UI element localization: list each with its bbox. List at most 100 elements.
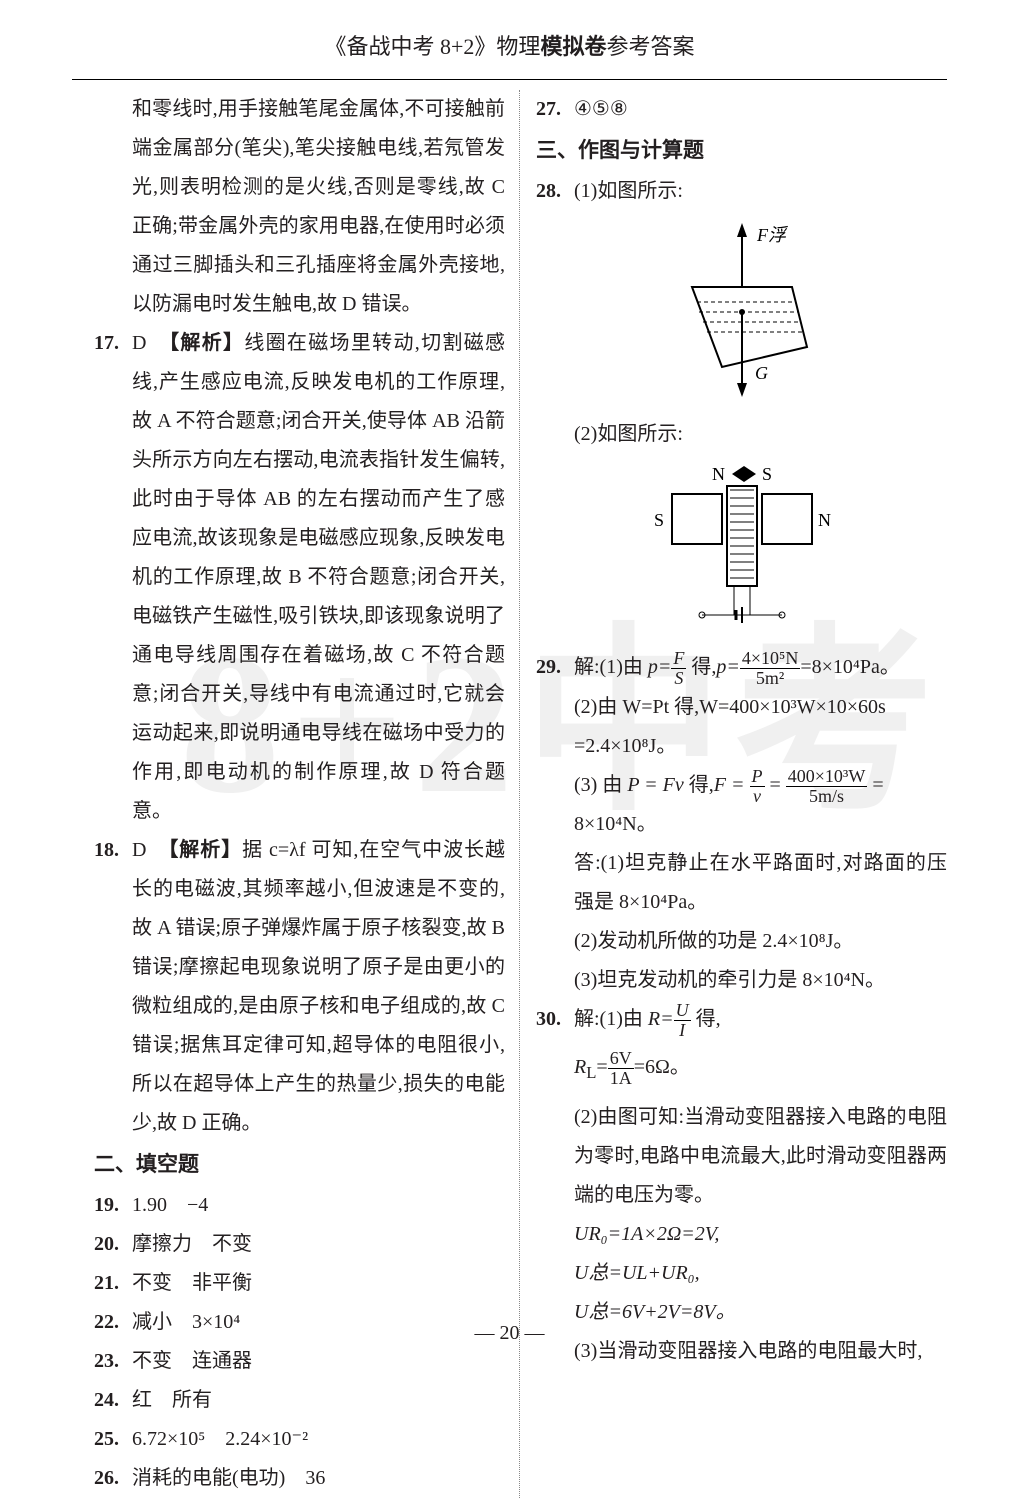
question-28: 28. (1)如图所示: bbox=[536, 172, 947, 211]
q30-body: 解:(1)由 R=UI 得, bbox=[574, 1000, 947, 1040]
q24-text: 红 所有 bbox=[132, 1381, 212, 1420]
q30-l1a: 解:(1)由 bbox=[574, 1008, 648, 1030]
q28-p2: (2)如图所示: bbox=[536, 415, 947, 454]
q29-body: 解:(1)由 p=FS 得,p=4×10⁵N5m²=8×10⁴Pa。 bbox=[574, 648, 947, 688]
q26-num: 26. bbox=[94, 1459, 132, 1498]
q29-l4a: (3) 由 bbox=[574, 774, 627, 796]
q30-rd: I bbox=[674, 1021, 691, 1040]
q29-pd: S bbox=[671, 669, 686, 688]
q18-number: 18. bbox=[94, 831, 132, 1143]
q30-rln: 6V bbox=[608, 1049, 634, 1069]
q20-num: 20. bbox=[94, 1225, 132, 1264]
q29-fd: v bbox=[750, 787, 765, 806]
q17-number: 17. bbox=[94, 324, 132, 831]
q30-rn: U bbox=[674, 1001, 691, 1021]
fig2-n1: N bbox=[712, 464, 725, 484]
header-bold: 模拟卷 bbox=[540, 34, 606, 59]
q29-pvd: 5m² bbox=[740, 669, 800, 688]
question-27: 27.④⑤⑧ bbox=[536, 90, 947, 129]
f-label: F浮 bbox=[756, 225, 789, 245]
question-18: 18. D 【解析】据 c=λf 可知,在空气中波长越长的电磁波,其频率越小,但… bbox=[94, 831, 505, 1143]
g-label: G bbox=[755, 363, 768, 383]
q29-fn: P bbox=[750, 767, 765, 787]
q29-pn: F bbox=[671, 649, 686, 669]
q25-num: 25. bbox=[94, 1420, 132, 1459]
q17-answer: D bbox=[132, 332, 146, 354]
q29-num: 29. bbox=[536, 648, 574, 688]
q30-num: 30. bbox=[536, 1000, 574, 1040]
q25-text: 6.72×10⁵ 2.24×10⁻² bbox=[132, 1420, 308, 1459]
header-post: 参考答案 bbox=[606, 34, 694, 59]
question-29: 29. 解:(1)由 p=FS 得,p=4×10⁵N5m²=8×10⁴Pa。 bbox=[536, 648, 947, 688]
q30-rld: 1A bbox=[608, 1069, 634, 1088]
section-2-heading: 二、填空题 bbox=[94, 1145, 505, 1186]
q29-a1: 答:(1)坦克静止在水平路面时,对路面的压强是 8×10⁴Pa。 bbox=[536, 844, 947, 922]
q22-text: 减小 3×10⁴ bbox=[132, 1303, 240, 1342]
header-rule bbox=[72, 79, 947, 80]
fill-20: 20.摩擦力 不变 bbox=[94, 1225, 505, 1264]
q21-text: 不变 非平衡 bbox=[132, 1264, 252, 1303]
section-3-heading: 三、作图与计算题 bbox=[536, 131, 947, 172]
q18-body: D 【解析】据 c=λf 可知,在空气中波长越长的电磁波,其频率越小,但波速是不… bbox=[132, 831, 505, 1143]
q28-p1: (1)如图所示: bbox=[574, 172, 683, 211]
q27-num: 27. bbox=[536, 90, 574, 129]
q29-fv: P = Fv bbox=[627, 774, 683, 796]
q30-l4t: UR₀=1A×2Ω=2V, bbox=[574, 1223, 719, 1245]
q29-l1a: 解:(1)由 bbox=[574, 656, 648, 678]
q26-text: 消耗的电能(电功) 36 bbox=[132, 1459, 325, 1498]
fig2-n2: N bbox=[818, 510, 831, 530]
fill-23: 23.不变 连通器 bbox=[94, 1342, 505, 1381]
q30-l7: (3)当滑动变阻器接入电路的电阻最大时, bbox=[536, 1332, 947, 1371]
q23-num: 23. bbox=[94, 1342, 132, 1381]
q18-answer: D bbox=[132, 839, 146, 861]
q30-l5t: U总=UL+UR₀, bbox=[574, 1262, 700, 1284]
figure-28-1: F浮 G bbox=[647, 217, 837, 407]
q29-fvn: 400×10³W bbox=[786, 767, 868, 787]
q29-a2: (2)发动机所做的功是 2.4×10⁸J。 bbox=[536, 922, 947, 961]
right-column: 27.④⑤⑧ 三、作图与计算题 28. (1)如图所示: F浮 G (2)如图所… bbox=[520, 90, 947, 1498]
q19-text: 1.90 −4 bbox=[132, 1186, 208, 1225]
fill-25: 25.6.72×10⁵ 2.24×10⁻² bbox=[94, 1420, 505, 1459]
q21-num: 21. bbox=[94, 1264, 132, 1303]
q30-l2: RL=6V1A=6Ω。 bbox=[536, 1048, 947, 1090]
q29-l1c: =8×10⁴Pa。 bbox=[800, 656, 900, 678]
q27-text: ④⑤⑧ bbox=[574, 90, 628, 129]
q30-l1b: 得, bbox=[691, 1008, 721, 1030]
question-30: 30. 解:(1)由 R=UI 得, bbox=[536, 1000, 947, 1040]
q29-l4b: 得, bbox=[684, 774, 714, 796]
fill-19: 19.1.90 −4 bbox=[94, 1186, 505, 1225]
intro-continuation: 和零线时,用手接触笔尾金属体,不可接触前端金属部分(笔尖),笔尖接触电线,若氖管… bbox=[94, 90, 505, 324]
q29-l4c: = bbox=[867, 774, 883, 796]
q30-l3: (2)由图可知:当滑动变阻器接入电路的电阻为零时,电路中电流最大,此时滑动变阻器… bbox=[536, 1098, 947, 1215]
q24-num: 24. bbox=[94, 1381, 132, 1420]
page-header: 《备战中考 8+2》物理模拟卷参考答案 bbox=[0, 0, 1019, 79]
fill-26: 26.消耗的电能(电功) 36 bbox=[94, 1459, 505, 1498]
q29-a3: (3)坦克发动机的牵引力是 8×10⁴N。 bbox=[536, 961, 947, 1000]
question-17: 17. D 【解析】线圈在磁场里转动,切割磁感线,产生感应电流,反映发电机的工作… bbox=[94, 324, 505, 831]
q23-text: 不变 连通器 bbox=[132, 1342, 252, 1381]
fill-24: 24.红 所有 bbox=[94, 1381, 505, 1420]
q29-l1b: 得, bbox=[686, 656, 716, 678]
q30-l6t: U总=6V+2V=8V。 bbox=[574, 1301, 736, 1323]
fig2-s1: S bbox=[762, 464, 772, 484]
q30-l5: U总=UL+UR₀, bbox=[536, 1254, 947, 1293]
q30-l4: UR₀=1A×2Ω=2V, bbox=[536, 1215, 947, 1254]
figure-28-2: N S S N bbox=[612, 460, 872, 640]
q29-l3: =2.4×10⁸J。 bbox=[536, 727, 947, 766]
two-column-layout: 和零线时,用手接触笔尾金属体,不可接触前端金属部分(笔尖),笔尖接触电线,若氖管… bbox=[0, 90, 1019, 1498]
q19-num: 19. bbox=[94, 1186, 132, 1225]
header-pre: 《备战中考 8+2》物理 bbox=[325, 34, 541, 59]
q17-text: 线圈在磁场里转动,切割磁感线,产生感应电流,反映发电机的工作原理,故 A 不符合… bbox=[132, 332, 505, 822]
fill-21: 21.不变 非平衡 bbox=[94, 1264, 505, 1303]
q30-l2b: =6Ω。 bbox=[634, 1056, 690, 1078]
q18-text: 据 c=λf 可知,在空气中波长越长的电磁波,其频率越小,但波速是不变的,故 A… bbox=[132, 839, 505, 1134]
analysis-label: 【解析】 bbox=[169, 332, 244, 354]
q29-fvd: 5m/s bbox=[786, 787, 868, 806]
q28-num: 28. bbox=[536, 172, 574, 211]
q20-text: 摩擦力 不变 bbox=[132, 1225, 252, 1264]
fig2-s2: S bbox=[654, 510, 664, 530]
q29-pvn: 4×10⁵N bbox=[740, 649, 800, 669]
q17-body: D 【解析】线圈在磁场里转动,切割磁感线,产生感应电流,反映发电机的工作原理,故… bbox=[132, 324, 505, 831]
left-column: 和零线时,用手接触笔尾金属体,不可接触前端金属部分(笔尖),笔尖接触电线,若氖管… bbox=[94, 90, 520, 1498]
fill-22: 22.减小 3×10⁴ bbox=[94, 1303, 505, 1342]
